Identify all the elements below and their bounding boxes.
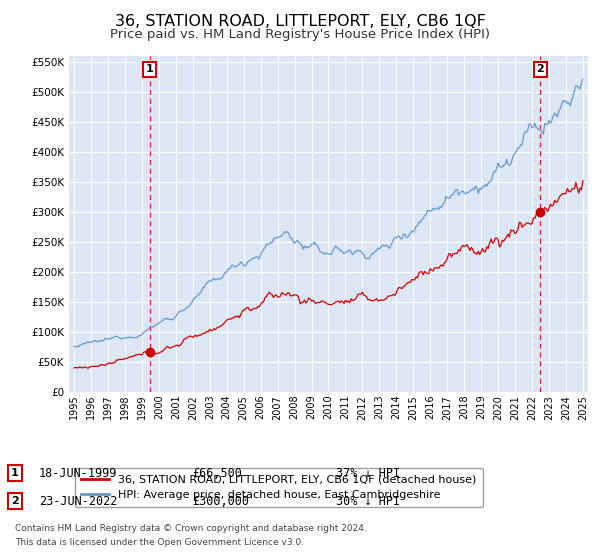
Text: 1: 1 <box>146 64 154 74</box>
Text: 30% ↓ HPI: 30% ↓ HPI <box>336 494 400 508</box>
Text: Price paid vs. HM Land Registry's House Price Index (HPI): Price paid vs. HM Land Registry's House … <box>110 28 490 41</box>
Text: Contains HM Land Registry data © Crown copyright and database right 2024.: Contains HM Land Registry data © Crown c… <box>15 524 367 533</box>
Text: 23-JUN-2022: 23-JUN-2022 <box>39 494 118 508</box>
Text: 2: 2 <box>536 64 544 74</box>
Text: 1: 1 <box>11 468 19 478</box>
Text: 36, STATION ROAD, LITTLEPORT, ELY, CB6 1QF: 36, STATION ROAD, LITTLEPORT, ELY, CB6 1… <box>115 14 485 29</box>
Text: 18-JUN-1999: 18-JUN-1999 <box>39 466 118 480</box>
Text: £300,000: £300,000 <box>192 494 249 508</box>
Text: 37% ↓ HPI: 37% ↓ HPI <box>336 466 400 480</box>
Legend: 36, STATION ROAD, LITTLEPORT, ELY, CB6 1QF (detached house), HPI: Average price,: 36, STATION ROAD, LITTLEPORT, ELY, CB6 1… <box>74 468 483 507</box>
Text: £66,500: £66,500 <box>192 466 242 480</box>
Text: 2: 2 <box>11 496 19 506</box>
Text: This data is licensed under the Open Government Licence v3.0.: This data is licensed under the Open Gov… <box>15 538 304 547</box>
